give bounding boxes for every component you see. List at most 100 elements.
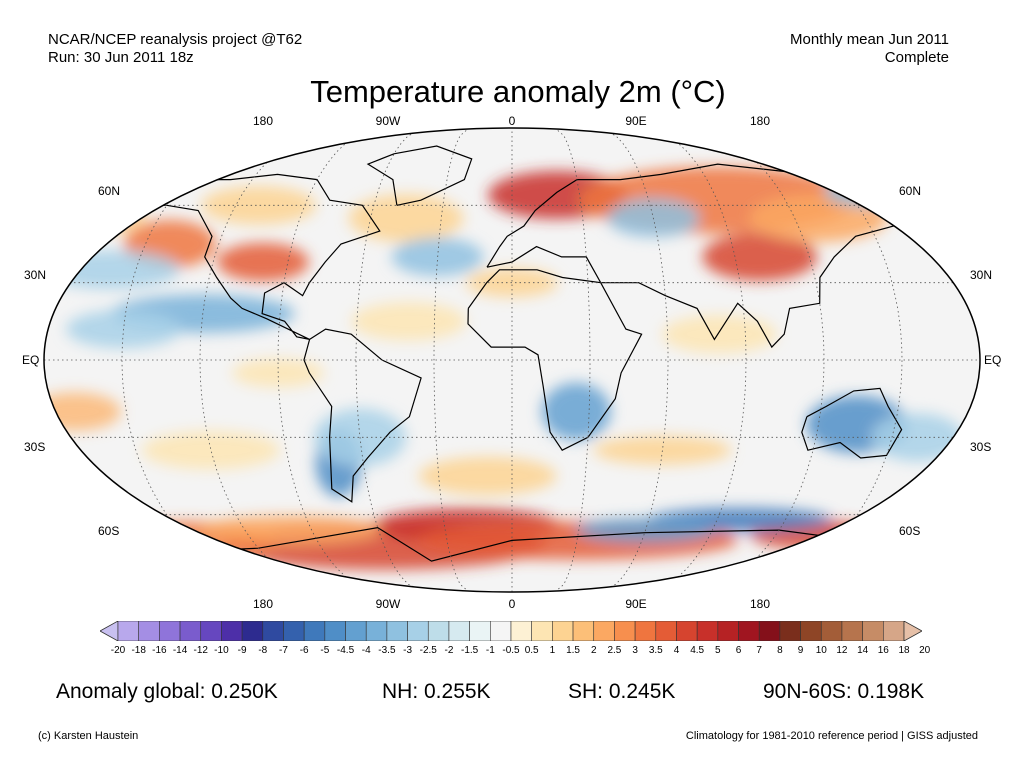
meridian-line [726, 128, 903, 592]
colorbar-box [696, 621, 719, 641]
colorbar-box [469, 621, 491, 641]
anomaly-blob [749, 194, 888, 243]
colorbar-end-high [903, 621, 922, 641]
right-lat-label: 30N [970, 268, 993, 282]
anomaly-blob [418, 456, 557, 496]
anomaly-blob [44, 250, 180, 289]
colorbar-tick-label: -2 [444, 645, 454, 656]
colorbar-tick-label: -1.5 [461, 645, 479, 656]
colorbar-tick-label: -10 [214, 645, 229, 656]
anomaly-blob [76, 203, 146, 233]
colorbar-box [738, 621, 760, 641]
left-lat-label: 30N [24, 268, 47, 282]
meridian-line [121, 128, 298, 592]
left-lat-label: 60N [98, 184, 121, 198]
anomaly-blob [593, 435, 732, 465]
anomaly-blob [348, 194, 464, 243]
right-lat-label: 60S [899, 524, 921, 538]
colorbar-box [407, 621, 429, 641]
anomaly-blob [661, 315, 777, 354]
colorbar-box [159, 621, 181, 641]
colorbar [100, 621, 922, 641]
colorbar-tick-label: 8 [777, 645, 783, 656]
meridian-line [433, 128, 470, 592]
colorbar-tick-label: 14 [857, 645, 869, 656]
colorbar-tick-label: 1.5 [566, 645, 580, 656]
meridian-line [683, 128, 825, 592]
left-lat-label: 60S [98, 524, 120, 538]
colorbar-tick-label: 4.5 [690, 645, 705, 656]
colorbar-tick-label: 5 [715, 645, 721, 656]
right-lat-label: EQ [984, 353, 1002, 367]
colorbar-box [676, 621, 698, 641]
anomaly-blob [702, 232, 818, 281]
colorbar-box [552, 621, 574, 641]
colorbar-box [717, 621, 739, 641]
page-title: Temperature anomaly 2m (°C) [310, 74, 726, 109]
colorbar-box [427, 621, 450, 641]
globe-outline [43, 127, 981, 593]
colorbar-tick-label: -18 [131, 645, 146, 656]
colorbar-tick-label: -0.5 [502, 645, 520, 656]
colorbar-tick-label: -3.5 [378, 645, 396, 656]
colorbar-box [221, 621, 243, 641]
top-lon-label: 0 [508, 114, 516, 128]
coastline [130, 173, 381, 340]
meridian-line [554, 128, 591, 592]
polar-anomaly: 90N-60S: 0.198K [763, 680, 925, 703]
bottom-lon-label: 180 [749, 597, 771, 611]
colorbar-box [345, 621, 367, 641]
colorbar-box [841, 621, 863, 641]
colorbar-box [283, 621, 305, 641]
colorbar-tick-label: 20 [919, 645, 931, 656]
coastline [303, 328, 422, 503]
coastlines [130, 145, 909, 562]
global-anomaly: Anomaly global: 0.250K [56, 680, 278, 703]
colorbar-box [572, 621, 595, 641]
colorbar-labels: -20 -18 -16 -14 -12 -10 -9 -8 -7 -6 -5 -4.5 -4 -3.5 -3… [0, 645, 1024, 659]
period-label: Monthly mean Jun 2011 [790, 31, 949, 48]
anomaly-blob [197, 515, 382, 545]
colorbar-tick-label: 12 [836, 645, 848, 656]
colorbar-tick-label: -20 [110, 645, 126, 656]
colorbar-box [490, 621, 512, 641]
colorbar-box [531, 621, 553, 641]
colorbar-box [179, 621, 202, 641]
colorbar-tick-label: 6 [735, 645, 742, 656]
meridian-line [597, 128, 669, 592]
colorbar-tick-label: 18 [898, 645, 910, 656]
colorbar-tick-label: -14 [172, 645, 188, 656]
coastline [467, 269, 643, 451]
top-lon-label: 180 [252, 114, 274, 128]
model-label: NCAR/NCEP reanalysis project @T62 [48, 31, 303, 48]
colorbar-tick-label: 10 [815, 645, 827, 656]
colorbar-box [779, 621, 801, 641]
colorbar-tick-label: -3 [403, 645, 413, 656]
left-lat-label: 30S [24, 440, 46, 454]
bottom-lon-label: 180 [252, 597, 274, 611]
top-lon-label: 90W [375, 114, 401, 128]
colorbar-tick-label: -7 [279, 645, 288, 656]
colorbar-box [448, 621, 470, 641]
anomaly-blob [44, 392, 121, 431]
colorbar-box [386, 621, 408, 641]
colorbar-tick-label: 1 [549, 645, 556, 656]
colorbar-box [758, 621, 781, 641]
colorbar-tick-label: -12 [193, 645, 208, 656]
right-lat-label: 30S [970, 440, 992, 454]
meridian-line [199, 128, 341, 592]
anomaly-blob [216, 242, 309, 282]
colorbar-tick-label: 7 [756, 645, 762, 656]
colorbar-tick-label: 2 [590, 645, 597, 656]
colorbar-box [800, 621, 822, 641]
coastline [138, 526, 896, 562]
right-lat-label: 60N [899, 184, 922, 198]
colorbar-box [200, 621, 222, 641]
colorbar-box [138, 621, 160, 641]
anomaly-blob [201, 186, 317, 225]
colorbar-box [862, 621, 884, 641]
graticule [44, 128, 980, 592]
colorbar-box [262, 621, 284, 641]
top-lon-label: 180 [749, 114, 771, 128]
colorbar-box [117, 621, 139, 641]
